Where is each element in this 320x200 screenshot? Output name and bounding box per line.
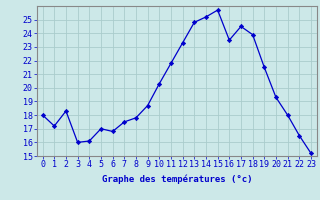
X-axis label: Graphe des températures (°c): Graphe des températures (°c): [101, 175, 252, 184]
